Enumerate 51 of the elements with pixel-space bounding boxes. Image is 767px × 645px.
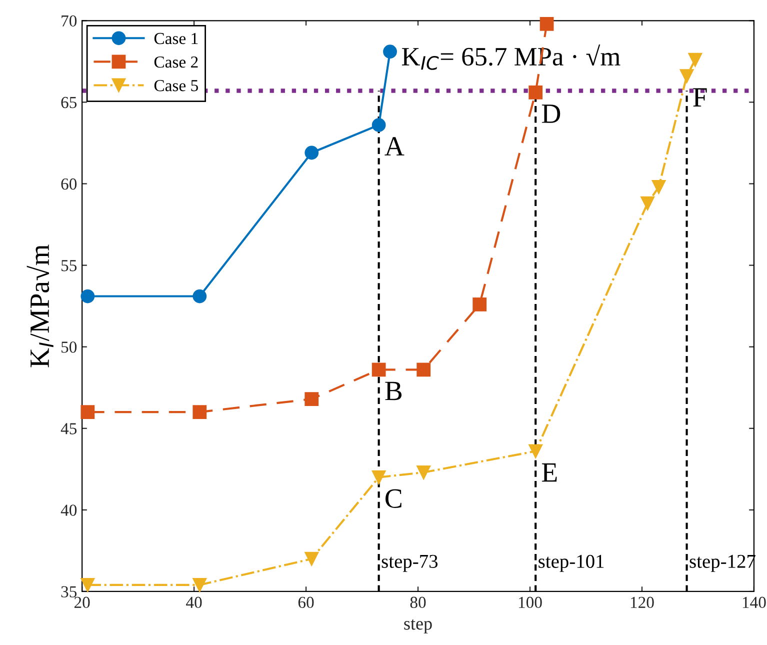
point: [192, 289, 207, 304]
y-tick-label: 45: [60, 423, 77, 434]
annotation: A: [384, 137, 404, 156]
x-axis-title: step: [404, 619, 432, 634]
legend-label: Case 1: [154, 32, 198, 44]
point: [416, 362, 431, 377]
legend-label: Case 5: [154, 80, 198, 92]
point: [688, 52, 702, 67]
point: [652, 180, 666, 194]
y-axis-title: K$_{I}$/MPa√m: [26, 244, 54, 368]
point: [192, 578, 207, 592]
x-tick-label: 100: [518, 596, 542, 608]
y-tick-label: 70: [62, 15, 77, 27]
x-tick-label: 140: [742, 596, 766, 608]
point: [372, 118, 386, 132]
point: [304, 146, 319, 160]
point: [540, 16, 554, 31]
point: [304, 552, 319, 566]
point: [680, 69, 694, 84]
y-tick-label: 35: [61, 586, 77, 598]
x-tick-label: 80: [410, 596, 426, 608]
y-tick-label: 65: [61, 96, 77, 108]
point: [372, 362, 386, 377]
y-tick-label: 55: [62, 260, 77, 272]
legend-label: Case 2: [154, 56, 198, 68]
point: [528, 444, 543, 458]
annotation: F: [693, 88, 707, 106]
annotation: E: [542, 463, 557, 482]
point: [383, 44, 397, 59]
y-tick-label: 50: [62, 342, 77, 353]
ref-line-label: step-73: [382, 554, 438, 572]
x-tick-label: 120: [630, 596, 654, 608]
y-tick-label: 40: [60, 504, 77, 516]
point: [80, 578, 95, 592]
point: [528, 85, 543, 100]
x-tick-label: 20: [74, 596, 90, 608]
point: [80, 405, 95, 420]
point: [372, 470, 386, 484]
annotation: D: [542, 104, 560, 123]
x-tick-label: 40: [186, 596, 202, 608]
point: [192, 405, 207, 420]
x-tick-label: 60: [298, 596, 314, 608]
y-tick-label: 60: [61, 178, 77, 190]
point: [640, 196, 655, 210]
annotation: C: [386, 489, 402, 508]
point: [472, 297, 487, 312]
ref-line-label: step-101: [538, 554, 604, 572]
point: [416, 465, 431, 480]
annotation: B: [385, 382, 402, 400]
point: [80, 289, 95, 304]
point: [304, 392, 319, 406]
